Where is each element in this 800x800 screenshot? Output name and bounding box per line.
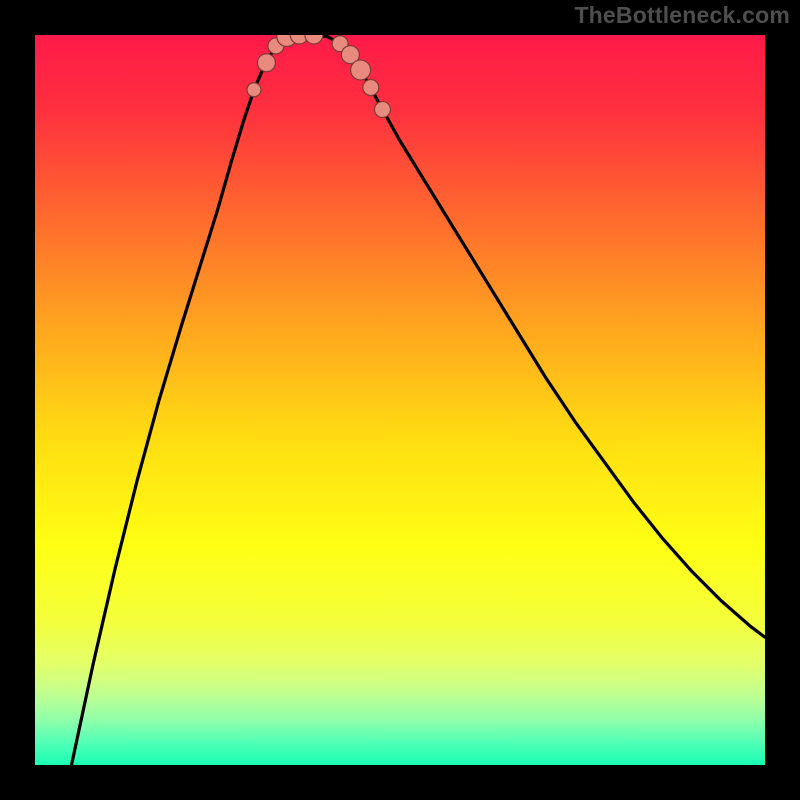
plot-area [35,35,765,765]
watermark-text: TheBottleneck.com [574,2,790,29]
data-marker [257,54,275,72]
chart-svg [35,35,765,765]
data-marker [374,101,390,117]
data-marker [247,83,261,97]
data-marker [305,35,323,44]
data-marker [363,80,379,96]
bottleneck-curve [72,35,766,765]
chart-root: TheBottleneck.com [0,0,800,800]
data-marker [351,60,371,80]
